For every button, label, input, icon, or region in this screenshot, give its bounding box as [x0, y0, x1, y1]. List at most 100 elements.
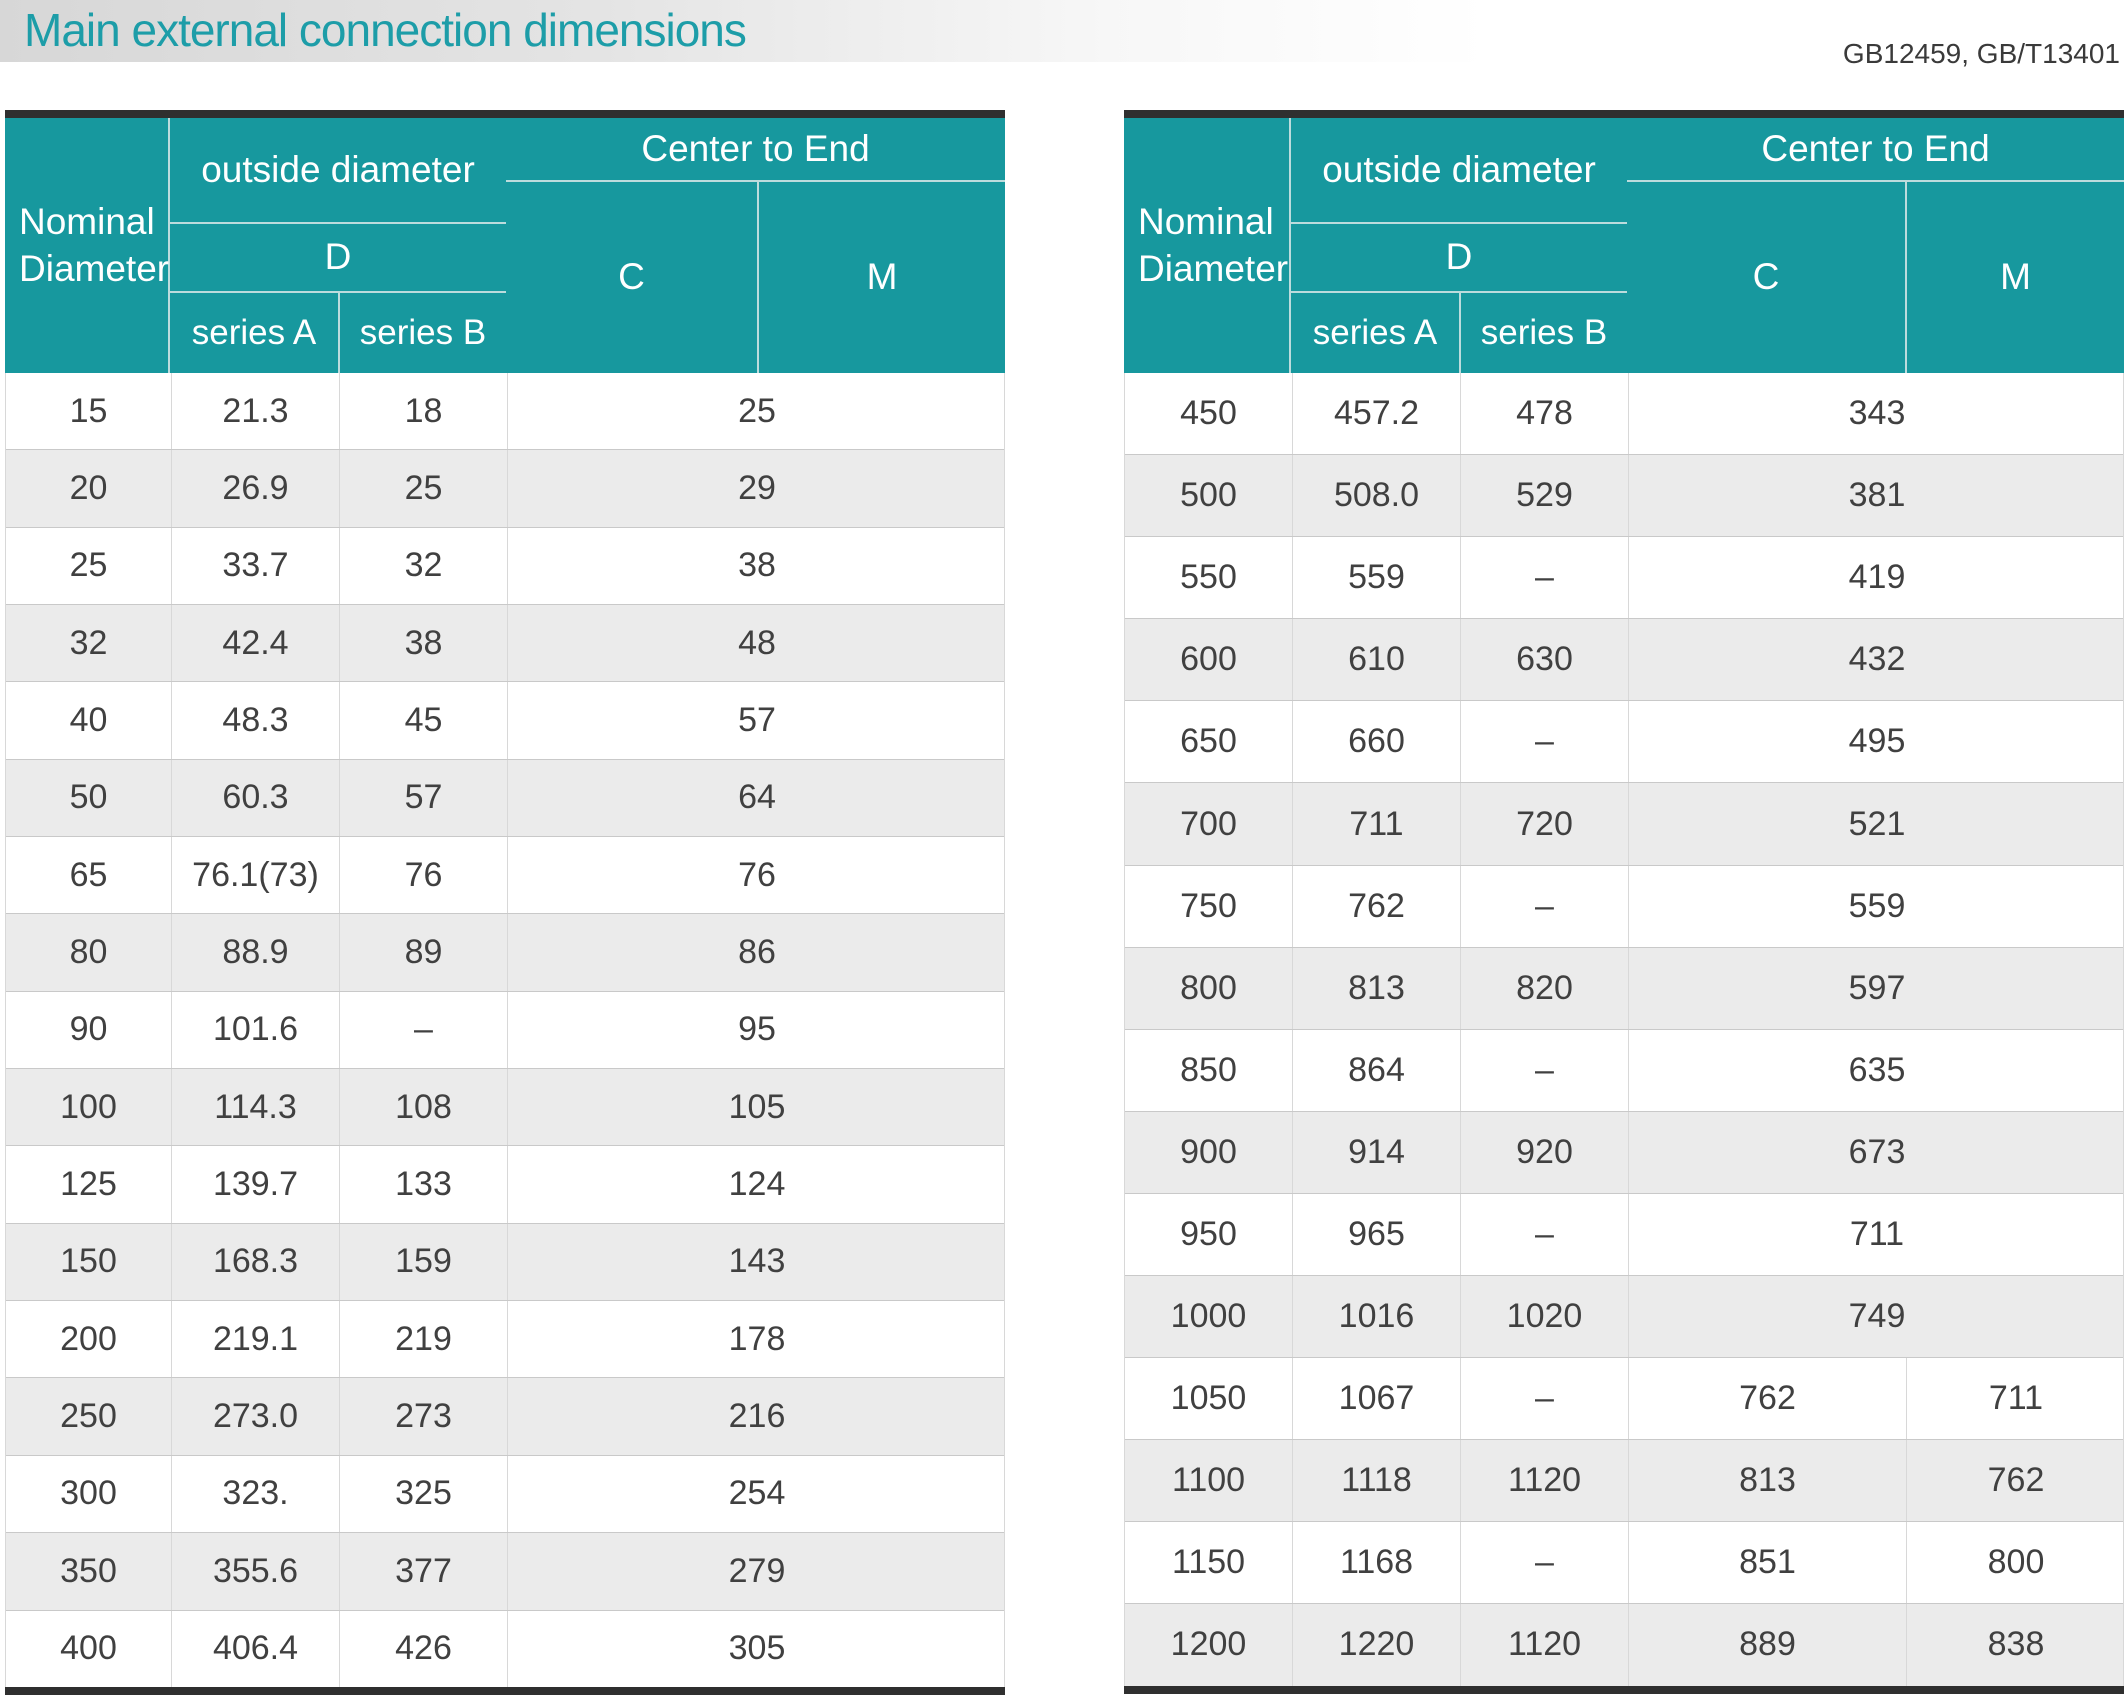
cell-series-a: 60.3 — [171, 759, 339, 837]
table-body: 450 457.2 478 343 500 508.0 529 381 550 559–419 60… — [1124, 373, 2124, 1686]
table-row: 650 660–495 — [1125, 700, 2125, 783]
cell-c: 762 — [1628, 1358, 1906, 1440]
cell-series-a: 26.9 — [171, 450, 339, 527]
cell-series-a: 323. — [171, 1455, 339, 1533]
cell-series-a: 88.9 — [171, 914, 339, 991]
cell-nominal-diameter: 1100 — [1171, 1461, 1246, 1500]
cell-series-a: 711 — [1292, 783, 1460, 865]
cell-center-to-end-merged: 143 — [507, 1223, 1006, 1301]
header-series-b: series B — [338, 293, 506, 373]
cell-series-a: 965 — [1292, 1193, 1460, 1276]
header-c: C — [1752, 256, 1780, 298]
cell-center-to-end-merged: 521 — [1628, 783, 2125, 865]
cell-series-b: 529 — [1460, 455, 1628, 537]
cell-series-a: 610 — [1292, 619, 1460, 701]
cell-series-a: 1220 — [1292, 1604, 1460, 1686]
table-row: 125 139.7 133 124 — [6, 1145, 1006, 1223]
cell-center-to-end-merged: 419 — [1628, 537, 2125, 619]
cell-series-a: 219.1 — [171, 1301, 339, 1378]
cell-m: 711 — [1906, 1358, 2125, 1440]
header-d: D — [170, 224, 506, 293]
cell-center-to-end-merged: 124 — [507, 1146, 1006, 1223]
table-row: 50 60.3 57 64 — [6, 758, 1004, 837]
header-outside-diameter: outside diameter — [1291, 118, 1627, 224]
cell-series-b: 57 — [339, 759, 507, 837]
cell-series-b: – — [1460, 537, 1628, 619]
table-row: 550 559–419 — [1125, 536, 2125, 619]
cell-series-a: 33.7 — [171, 527, 339, 605]
header-d: D — [1291, 224, 1627, 293]
cell-center-to-end-merged: 38 — [507, 527, 1006, 605]
table-row: 80 88.9 89 86 — [6, 913, 1004, 991]
table-row: 400 406.4 426 305 — [6, 1609, 1004, 1687]
table-header: Nominal Diameter outside diameter D seri… — [1124, 118, 2124, 373]
table-row: 40 48.3 45 57 — [6, 681, 1004, 759]
table-row: 20 26.9 25 29 — [6, 449, 1004, 527]
table-row: 1100 1118 1120 813 762 — [1125, 1439, 2123, 1522]
cell-nominal-diameter: 100 — [60, 1087, 117, 1126]
cell-nominal-diameter: 1000 — [1170, 1297, 1247, 1336]
cell-series-b: – — [1460, 1193, 1628, 1276]
cell-nominal-diameter: 300 — [60, 1474, 117, 1513]
cell-c: 851 — [1628, 1522, 1906, 1604]
cell-nominal-diameter: 1200 — [1170, 1625, 1247, 1664]
cell-series-b: 920 — [1460, 1111, 1628, 1193]
cell-series-a: 48.3 — [171, 682, 339, 759]
cell-nominal-diameter: 700 — [1180, 804, 1237, 843]
cell-nominal-diameter: 750 — [1180, 886, 1237, 925]
cell-center-to-end-merged: 673 — [1628, 1111, 2125, 1193]
cell-series-b: 478 — [1460, 373, 1628, 455]
cell-series-b: – — [339, 991, 507, 1069]
cell-series-b: 273 — [339, 1378, 507, 1455]
table-row: 600 610 630 432 — [1125, 618, 2123, 701]
table-row: 1050 1067–762 711 — [1125, 1357, 2125, 1440]
cell-nominal-diameter: 250 — [60, 1397, 117, 1436]
table-row: 1000 1016 1020 749 — [1125, 1275, 2123, 1358]
cell-series-b: 1120 — [1460, 1604, 1628, 1686]
cell-series-b: 426 — [339, 1610, 507, 1687]
cell-c: 889 — [1628, 1604, 1906, 1686]
cell-series-b: 133 — [339, 1146, 507, 1223]
table-row: 1200 1220 1120 889 838 — [1125, 1603, 2125, 1686]
header-c: C — [618, 256, 645, 298]
cell-nominal-diameter: 600 — [1180, 640, 1237, 679]
header-center-to-end: Center to End — [1627, 118, 2124, 182]
table-row: 450 457.2 478 343 — [1125, 373, 2123, 455]
cell-series-a: 559 — [1292, 537, 1460, 619]
cell-series-b: 720 — [1460, 783, 1628, 865]
dimensions-table-right: Nominal Diameter outside diameter D seri… — [1124, 110, 2124, 1694]
cell-series-b: 630 — [1460, 619, 1628, 701]
cell-series-b: – — [1460, 1358, 1628, 1440]
cell-nominal-diameter: 850 — [1180, 1050, 1237, 1089]
page-title: Main external connection dimensions — [24, 4, 747, 56]
cell-c: 813 — [1628, 1440, 1906, 1522]
cell-series-a: 1118 — [1292, 1440, 1460, 1522]
cell-center-to-end-merged: 25 — [507, 373, 1006, 450]
cell-series-a: 1016 — [1292, 1276, 1460, 1358]
cell-nominal-diameter: 125 — [60, 1165, 117, 1204]
header-m: M — [757, 182, 1005, 373]
title-bar: Main external connection dimensions — [0, 0, 2128, 62]
cell-series-b: – — [1460, 701, 1628, 783]
cell-series-b: 45 — [339, 682, 507, 759]
cell-series-b: 219 — [339, 1301, 507, 1378]
cell-center-to-end-merged: 48 — [507, 605, 1006, 682]
cell-series-b: 108 — [339, 1069, 507, 1146]
cell-nominal-diameter: 90 — [69, 1010, 108, 1049]
cell-center-to-end-merged: 495 — [1628, 701, 2125, 783]
table-row: 65 76.1(73) 76 76 — [6, 836, 1004, 914]
cell-nominal-diameter: 450 — [1180, 394, 1237, 433]
cell-series-a: 168.3 — [171, 1223, 339, 1301]
cell-m: 838 — [1906, 1604, 2125, 1686]
cell-center-to-end-merged: 381 — [1628, 455, 2125, 537]
header-outside-diameter: outside diameter — [170, 118, 506, 224]
header-nominal-diameter: Nominal Diameter — [1124, 118, 1291, 373]
cell-center-to-end-merged: 635 — [1628, 1029, 2125, 1111]
header-series-a: series A — [191, 313, 317, 353]
cell-series-a: 114.3 — [171, 1069, 339, 1146]
table-row: 15 21.3 18 25 — [6, 373, 1006, 450]
table-row: 700 711 720 521 — [1125, 782, 2125, 865]
cell-nominal-diameter: 650 — [1180, 722, 1237, 761]
header-nominal-diameter: Nominal Diameter — [5, 118, 170, 373]
cell-m: 800 — [1906, 1522, 2125, 1604]
